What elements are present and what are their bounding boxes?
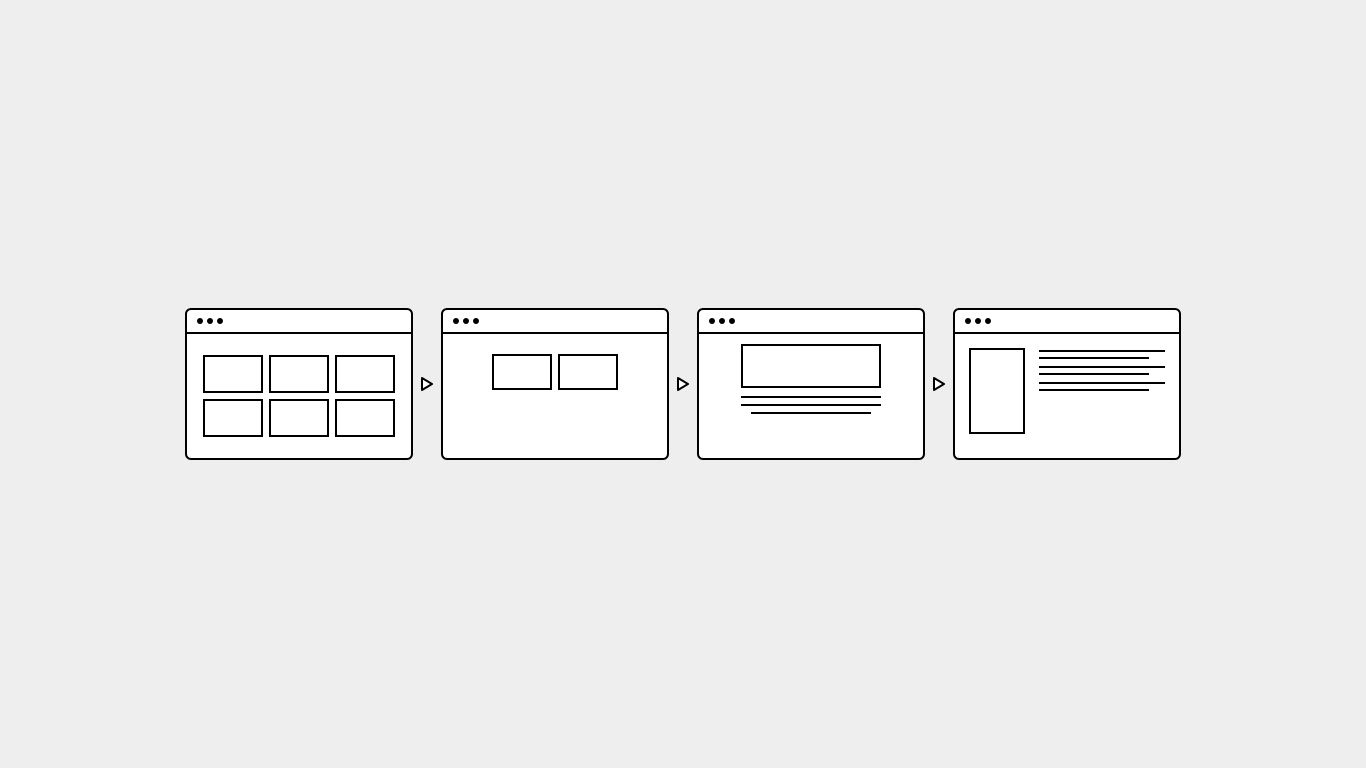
- window-dot-icon: [463, 318, 469, 324]
- text-lines: [1039, 348, 1165, 444]
- text-line: [1039, 366, 1165, 368]
- thumbnail: [269, 399, 329, 437]
- paragraph: [1039, 350, 1165, 359]
- text-lines: [741, 396, 881, 414]
- paragraph: [1039, 382, 1165, 391]
- thumbnail-row: [203, 355, 395, 393]
- text-line: [1039, 382, 1165, 384]
- hero-box: [741, 344, 881, 388]
- window-titlebar: [187, 310, 411, 334]
- window-dot-icon: [975, 318, 981, 324]
- window-dot-icon: [197, 318, 203, 324]
- window-titlebar: [699, 310, 923, 334]
- thumbnail-row: [203, 399, 395, 437]
- thumbnail: [492, 354, 552, 390]
- grid-content: [187, 334, 411, 458]
- text-line: [741, 404, 881, 406]
- image-box: [969, 348, 1025, 434]
- window-dot-icon: [453, 318, 459, 324]
- window-dot-icon: [217, 318, 223, 324]
- text-line: [1039, 357, 1149, 359]
- window-dot-icon: [729, 318, 735, 324]
- text-line: [1039, 350, 1165, 352]
- window-dot-icon: [965, 318, 971, 324]
- text-line: [1039, 373, 1149, 375]
- thumbnail: [203, 355, 263, 393]
- text-line: [741, 396, 881, 398]
- thumbnail: [203, 399, 263, 437]
- arrow-icon: [421, 377, 433, 391]
- window-titlebar: [443, 310, 667, 334]
- arrow-icon: [933, 377, 945, 391]
- wireframe-article: [953, 308, 1181, 460]
- thumbnail: [335, 355, 395, 393]
- wireframe-flow: [185, 308, 1181, 460]
- window-titlebar: [955, 310, 1179, 334]
- two-cards-content: [443, 334, 667, 458]
- thumbnail: [269, 355, 329, 393]
- window-dot-icon: [709, 318, 715, 324]
- window-dot-icon: [207, 318, 213, 324]
- wireframe-hero-text: [697, 308, 925, 460]
- article-content: [955, 334, 1179, 458]
- arrow-icon: [677, 377, 689, 391]
- hero-content: [699, 334, 923, 458]
- thumbnail: [558, 354, 618, 390]
- paragraph: [1039, 366, 1165, 375]
- window-dot-icon: [719, 318, 725, 324]
- thumbnail: [335, 399, 395, 437]
- window-dot-icon: [473, 318, 479, 324]
- text-line: [1039, 389, 1149, 391]
- wireframe-two-cards: [441, 308, 669, 460]
- wireframe-grid-view: [185, 308, 413, 460]
- window-dot-icon: [985, 318, 991, 324]
- text-line: [751, 412, 871, 414]
